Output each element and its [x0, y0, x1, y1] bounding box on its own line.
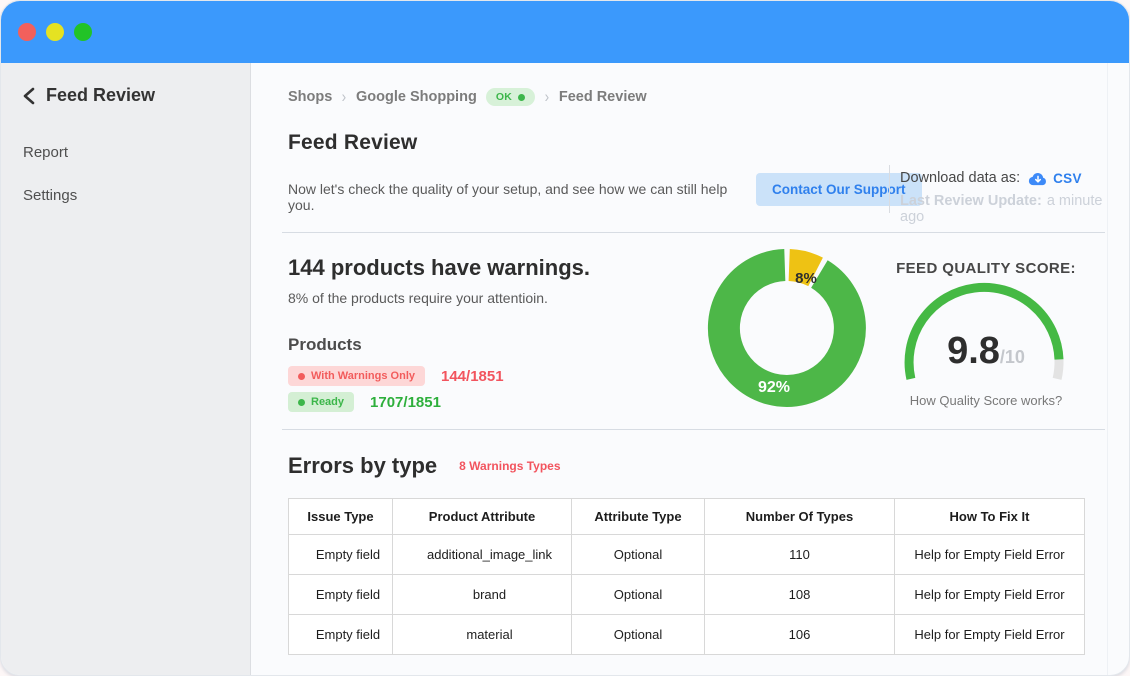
chevron-right-icon: ›: [544, 87, 550, 106]
gauge-rest-arc: [1052, 359, 1064, 380]
ready-badge[interactable]: Ready: [288, 392, 355, 412]
maximize-window-icon[interactable]: [74, 23, 92, 41]
status-dot-icon: [518, 93, 526, 101]
cell-product-attribute: material: [392, 614, 572, 655]
col-how-to-fix: How To Fix It: [894, 498, 1085, 535]
minimize-window-icon[interactable]: [46, 23, 64, 41]
csv-format-label: CSV: [1053, 170, 1082, 186]
red-dot-icon: [298, 372, 305, 380]
warnings-only-row: With Warnings Only 144/1851: [288, 366, 504, 386]
cell-how-to-fix-link[interactable]: Help for Empty Field Error: [894, 574, 1085, 615]
last-update-value: a minute ago: [900, 193, 1103, 225]
status-badge: OK: [485, 88, 536, 106]
cell-product-attribute: brand: [392, 574, 572, 615]
ready-count: 1707/1851: [370, 393, 441, 411]
col-number-of-types: Number Of Types: [704, 498, 895, 535]
cell-attribute-type: Optional: [571, 614, 705, 655]
chevron-right-icon: ›: [341, 87, 347, 106]
ready-row: Ready 1707/1851: [288, 392, 441, 412]
sidebar-item-settings[interactable]: Settings: [23, 187, 78, 204]
col-attribute-type: Attribute Type: [571, 498, 705, 535]
cloud-download-icon: [1028, 171, 1048, 186]
sidebar-back-feed-review[interactable]: Feed Review: [21, 85, 250, 106]
last-review-update: Last Review Update: a minute ago: [900, 193, 1129, 225]
breadcrumb-google-shopping[interactable]: Google Shopping: [355, 89, 477, 105]
warnings-heading: 144 products have warnings.: [288, 255, 590, 280]
close-window-icon[interactable]: [18, 23, 36, 41]
chevron-left-icon: [21, 87, 37, 105]
contact-support-button[interactable]: Contact Our Support: [756, 173, 922, 206]
cell-issue-type: Empty field: [288, 614, 393, 655]
cell-attribute-type: Optional: [571, 574, 705, 615]
col-issue-type: Issue Type: [288, 498, 393, 535]
breadcrumb-shops[interactable]: Shops: [288, 89, 333, 105]
with-warnings-badge-label: With Warnings Only: [311, 370, 415, 382]
warnings-types-badge: 8 Warnings Types: [459, 459, 561, 473]
errors-heading: Errors by type: [288, 453, 438, 478]
table-header-row: Issue Type Product Attribute Attribute T…: [288, 498, 1085, 535]
cell-how-to-fix-link[interactable]: Help for Empty Field Error: [894, 534, 1085, 575]
sidebar: Feed Review Report Settings: [1, 63, 251, 675]
donut-yellow-label: 8%: [795, 270, 817, 287]
quality-score-label: FEED QUALITY SCORE:: [896, 260, 1076, 277]
products-donut-chart: 8% 92%: [707, 249, 866, 407]
download-label: Download data as:: [900, 170, 1021, 186]
score-number: 9.8: [947, 330, 1000, 372]
content-right-edge: [1107, 63, 1108, 675]
cell-attribute-type: Optional: [571, 534, 705, 575]
window-titlebar: [1, 1, 1129, 63]
feed-quality-score-block: FEED QUALITY SCORE: 9.8 /10 How Quality …: [881, 260, 1091, 412]
errors-header-row: Errors by type 8 Warnings Types: [288, 453, 561, 479]
download-csv-link[interactable]: CSV: [1028, 171, 1082, 186]
cell-product-attribute: additional_image_link: [392, 534, 572, 575]
products-label: Products: [288, 335, 362, 354]
sidebar-item-report[interactable]: Report: [23, 144, 69, 161]
status-badge-label: OK: [495, 91, 513, 103]
ready-badge-label: Ready: [311, 396, 345, 408]
donut-green-slice: [707, 249, 866, 407]
table-row: Empty field additional_image_link Option…: [288, 534, 1085, 575]
warnings-count: 144/1851: [441, 367, 504, 385]
header-divider: [889, 165, 890, 213]
with-warnings-badge[interactable]: With Warnings Only: [288, 366, 425, 386]
cell-issue-type: Empty field: [288, 534, 393, 575]
errors-table: Issue Type Product Attribute Attribute T…: [288, 498, 1085, 655]
col-product-attribute: Product Attribute: [392, 498, 572, 535]
main-content: Shops › Google Shopping OK › Feed Review…: [252, 63, 1129, 675]
quality-score-help-link[interactable]: How Quality Score works?: [909, 393, 1063, 408]
gauge-value-arc: [904, 282, 1064, 380]
page-title: Feed Review: [288, 131, 418, 154]
cell-number-of-types: 110: [704, 534, 895, 575]
breadcrumb-feed-review[interactable]: Feed Review: [558, 89, 647, 105]
cell-issue-type: Empty field: [288, 574, 393, 615]
sidebar-back-label: Feed Review: [46, 85, 156, 105]
download-row: Download data as: CSV: [900, 170, 1082, 186]
table-row: Empty field material Optional 106 Help f…: [288, 614, 1085, 655]
cell-number-of-types: 108: [704, 574, 895, 615]
last-update-label: Last Review Update:: [900, 193, 1042, 209]
donut-yellow-slice: [787, 249, 823, 287]
cell-how-to-fix-link[interactable]: Help for Empty Field Error: [894, 614, 1085, 655]
cell-number-of-types: 106: [704, 614, 895, 655]
quality-score-value: 9.8 /10: [881, 330, 1091, 373]
donut-green-label: 92%: [758, 379, 790, 396]
table-row: Empty field brand Optional 108 Help for …: [288, 574, 1085, 615]
green-dot-icon: [298, 398, 305, 406]
breadcrumb: Shops › Google Shopping OK › Feed Review: [288, 87, 647, 107]
section-divider: [282, 429, 1105, 430]
quality-score-gauge: [904, 282, 1064, 380]
warnings-subheading: 8% of the products require your attentio…: [288, 290, 548, 306]
score-max: /10: [999, 347, 1025, 367]
page-subtitle: Now let's check the quality of your setu…: [288, 181, 728, 213]
section-divider: [282, 232, 1105, 233]
